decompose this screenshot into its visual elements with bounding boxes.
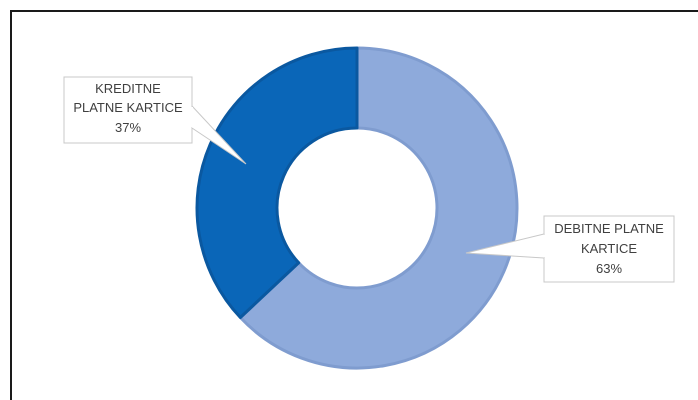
callout-debitne: DEBITNE PLATNE KARTICE 63% (465, 215, 675, 283)
callout-pointer-debitne (465, 233, 545, 259)
donut-slices (195, 46, 519, 370)
slice-label-kreditne-line1: KREDITNE (95, 81, 161, 96)
slice-kreditne (195, 46, 359, 320)
callout-kreditne: KREDITNE PLATNE KARTICE 37% (63, 76, 247, 165)
slice-label-debitne-line2: KARTICE (581, 241, 637, 256)
slice-value-debitne: 63% (596, 261, 622, 276)
slice-debitne (238, 46, 519, 370)
slice-label-kreditne-line2: PLATNE KARTICE (73, 100, 183, 115)
callout-box-debitne (543, 215, 675, 283)
slice-value-kreditne: 37% (115, 120, 141, 135)
callout-box-kreditne (63, 76, 193, 144)
callout-pointer-kreditne (191, 105, 247, 165)
slice-label-debitne-line1: DEBITNE PLATNE (554, 221, 664, 236)
